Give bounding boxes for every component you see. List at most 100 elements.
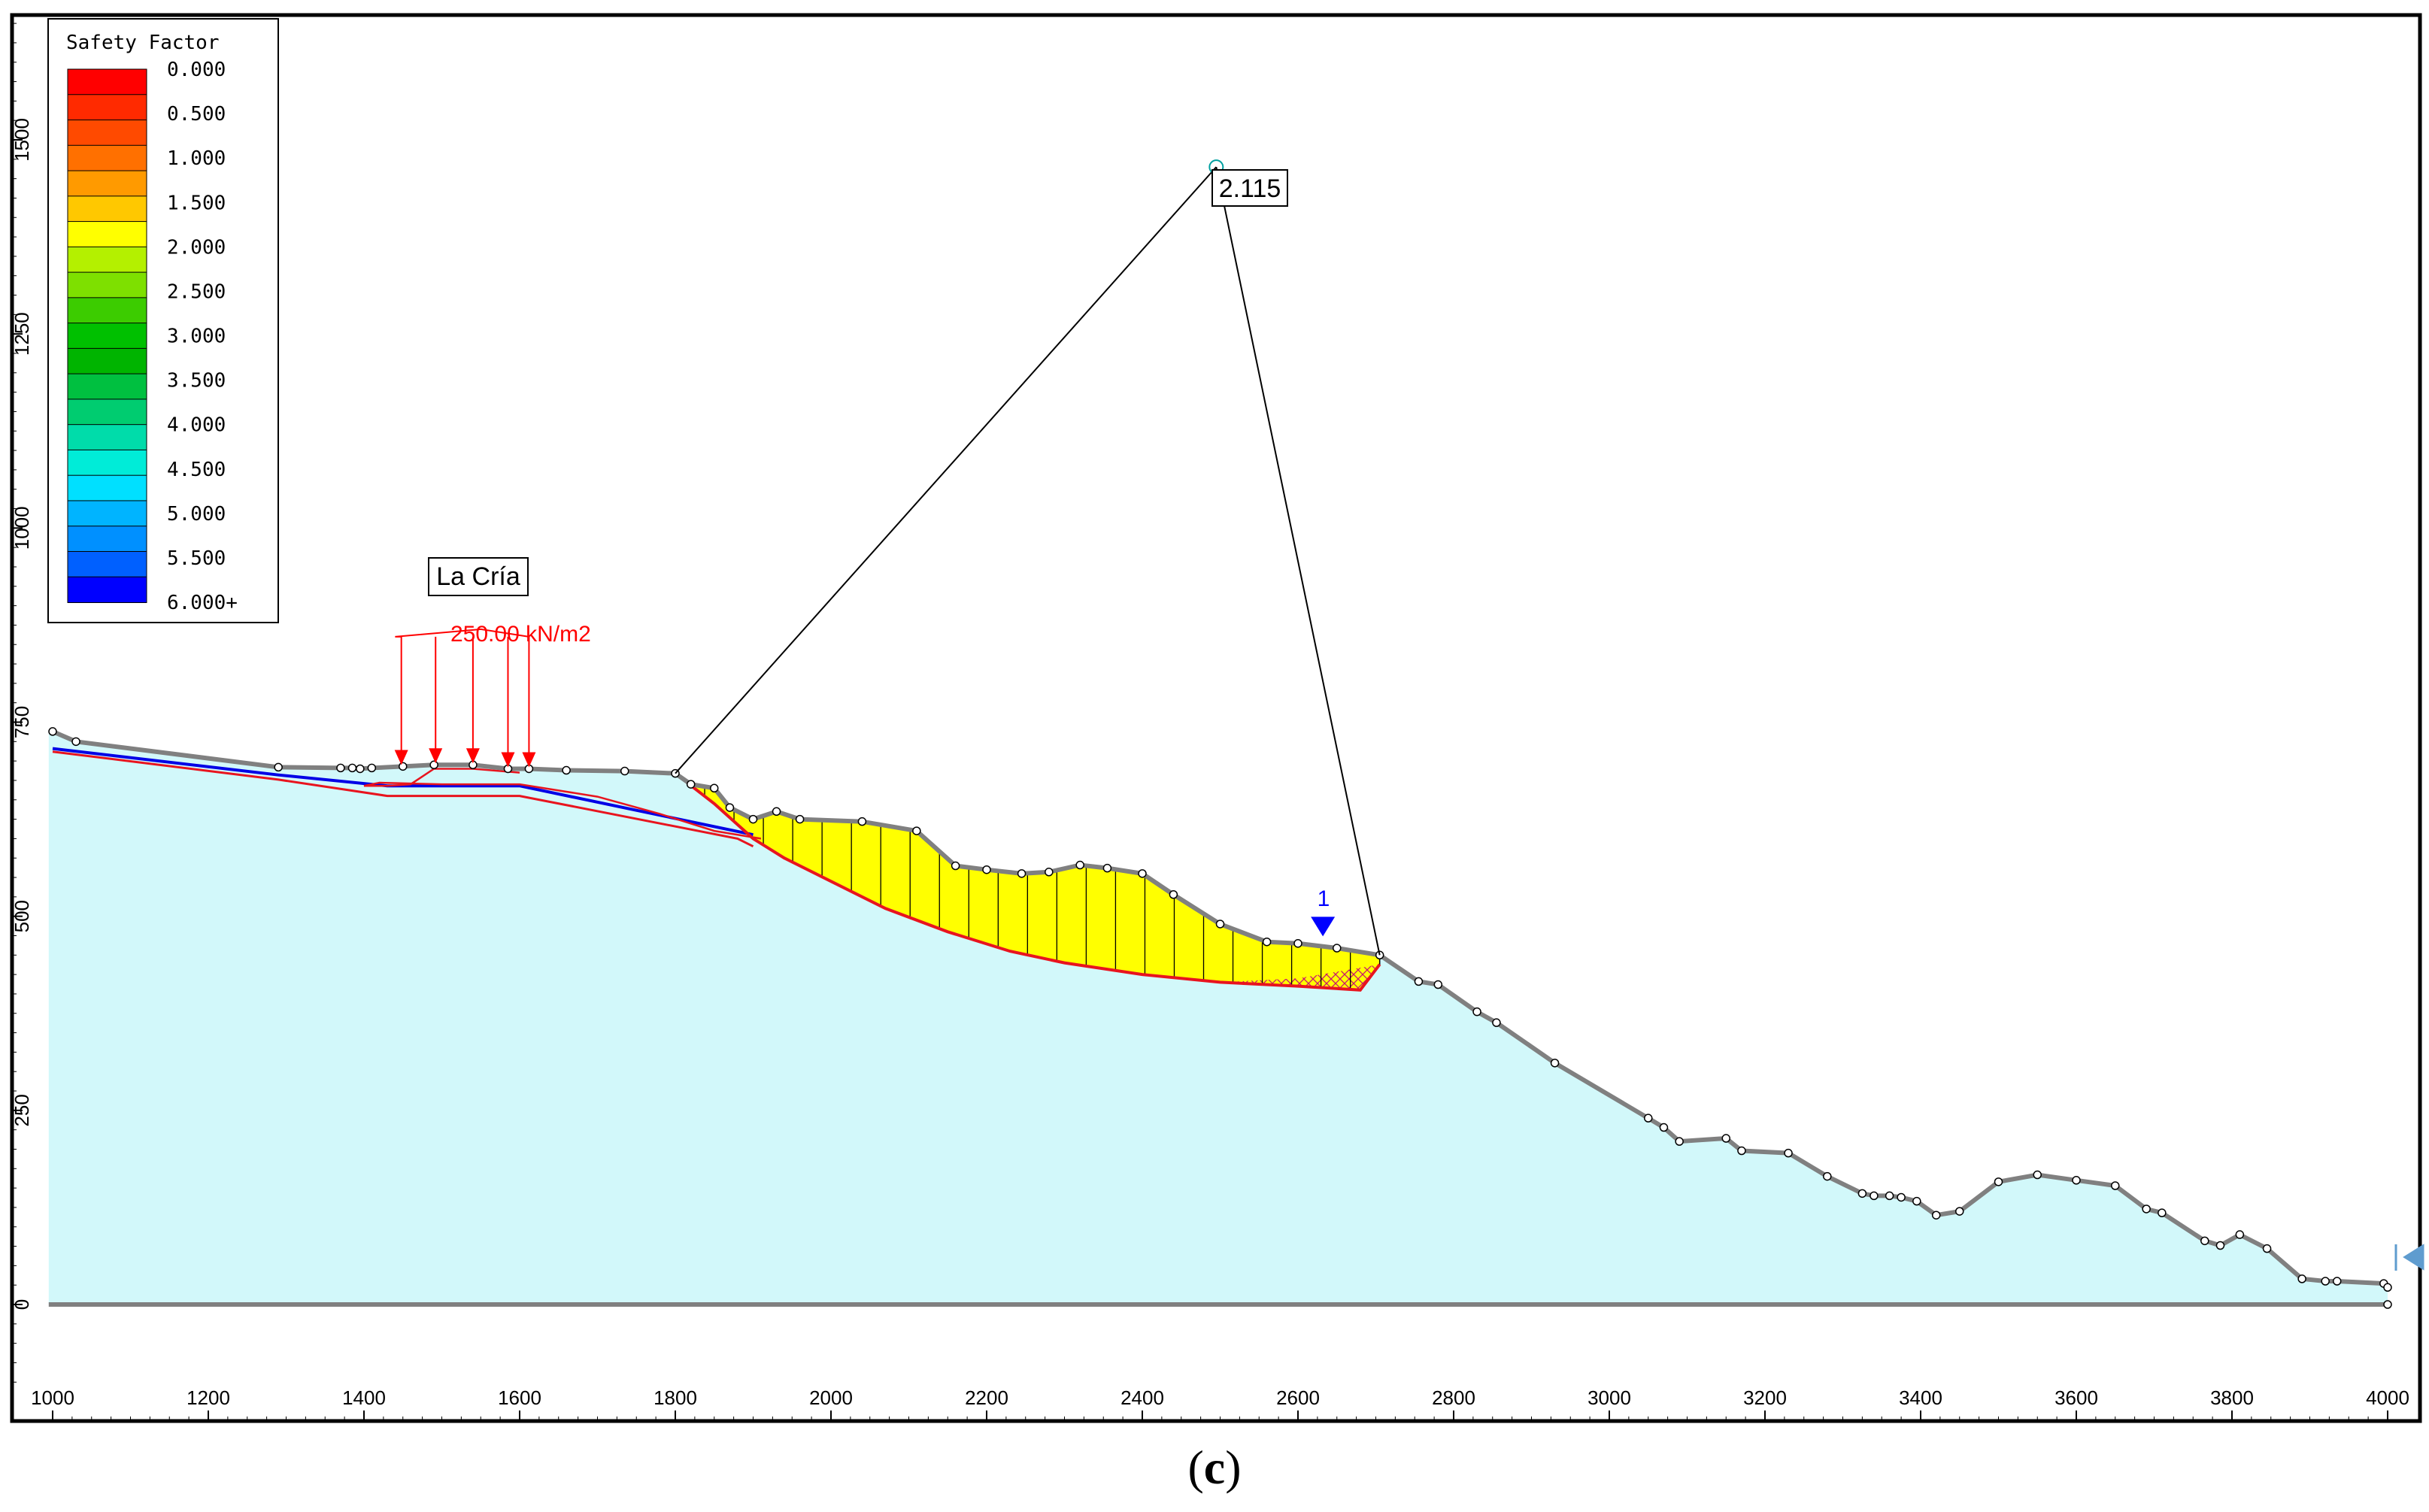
legend-band: [67, 398, 147, 426]
x-tick-label: 2600: [1276, 1386, 1320, 1409]
legend-band: [67, 550, 147, 578]
load-arrow: [501, 636, 515, 768]
slip-radius-line: [675, 166, 1218, 774]
x-tick-label: 3400: [1899, 1386, 1942, 1409]
vertex-point: [857, 817, 867, 826]
vertex-point: [2158, 1208, 2167, 1217]
vertex-point: [2215, 1241, 2225, 1250]
slip-radius-line: [1215, 166, 1381, 956]
legend-band: [67, 347, 147, 375]
legend-band: [67, 221, 147, 248]
vertex-point: [1885, 1191, 1894, 1201]
x-tick-label: 2400: [1120, 1386, 1164, 1409]
legend-entry-label: 4.000: [167, 414, 226, 437]
vertex-point: [1102, 863, 1112, 873]
site-name-label: La Cría: [436, 562, 520, 591]
vertex-point: [2383, 1300, 2392, 1309]
legend-entry-label: 2.000: [167, 236, 226, 259]
vertex-point: [2383, 1283, 2392, 1292]
legend-entry-label: 3.500: [167, 370, 226, 392]
vertex-point: [620, 766, 629, 776]
load-arrow: [429, 636, 443, 764]
legend-band: [67, 94, 147, 121]
legend-band: [67, 526, 147, 553]
vertex-point: [1994, 1177, 2003, 1186]
legend-band: [67, 120, 147, 147]
legend-entry-label: 3.000: [167, 326, 226, 348]
vertex-point: [795, 814, 805, 824]
ground-surface-line: [51, 729, 2390, 1289]
y-tick-label: 0: [11, 1299, 33, 1310]
legend-band: [67, 170, 147, 197]
vertex-point: [1912, 1196, 1921, 1206]
safety-factor-box: [1211, 169, 1288, 207]
vertex-point: [2321, 1277, 2330, 1286]
vertex-point: [2262, 1244, 2272, 1253]
vertex-point: [399, 762, 408, 771]
vertex-point: [2142, 1204, 2151, 1214]
x-tick-label: 1400: [342, 1386, 386, 1409]
vertex-point: [347, 763, 357, 773]
vertex-point: [1857, 1189, 1867, 1198]
vertex-point: [951, 861, 960, 871]
legend-entry-label: 5.500: [167, 547, 226, 570]
vertex-point: [1931, 1211, 1941, 1220]
x-tick-label: 2000: [809, 1386, 853, 1409]
legend-color-scale: [67, 68, 147, 604]
vertex-point: [2072, 1176, 2081, 1185]
vertex-point: [71, 737, 80, 747]
legend-entry-label: 2.500: [167, 280, 226, 303]
vertex-point: [1075, 860, 1084, 870]
vertex-point: [1823, 1171, 1832, 1181]
legend-band: [67, 246, 147, 274]
vertex-point: [772, 807, 781, 817]
vertex-point: [725, 803, 735, 812]
vertex-point: [1659, 1123, 1669, 1132]
legend-entry-label: 0.500: [167, 103, 226, 126]
x-tick-label: 1800: [653, 1386, 697, 1409]
vertex-point: [1675, 1137, 1684, 1146]
slope-stability-section: 1000 1200 1400 1600 1800 2000 2200 2400 2600 2800…: [10, 13, 2424, 1423]
legend-title: Safety Factor: [66, 32, 220, 54]
water-table-id: 1: [1318, 886, 1330, 911]
legend-band: [67, 297, 147, 324]
load-bracket: [395, 628, 529, 638]
critical-slip-surface: [674, 772, 1381, 992]
vertex-point: [367, 763, 377, 773]
vertex-point: [429, 760, 438, 770]
vertex-point: [1644, 1114, 1653, 1123]
x-tick-label: 1200: [186, 1386, 230, 1409]
vertex-point: [710, 783, 719, 793]
x-tick-label: 2800: [1432, 1386, 1475, 1409]
legend-band: [67, 474, 147, 501]
vertex-point: [1433, 980, 1443, 989]
legend-entry-label: 4.500: [167, 459, 226, 481]
legend-entry-label: 1.500: [167, 192, 226, 214]
vertex-point: [1169, 890, 1178, 899]
legend-band: [67, 373, 147, 400]
load-arrow: [394, 636, 408, 765]
vertex-point: [1870, 1191, 1879, 1201]
legend-band: [67, 576, 147, 604]
x-tick-label: 1000: [31, 1386, 74, 1409]
vertex-point: [1721, 1134, 1730, 1143]
legend-entry-label: 5.000: [167, 503, 226, 526]
vertex-point: [1414, 977, 1424, 986]
load-arrow-head: [501, 752, 515, 768]
vertex-point: [1215, 920, 1225, 929]
legend-band: [67, 449, 147, 477]
vertex-point: [48, 727, 57, 736]
vertex-point: [1492, 1018, 1501, 1027]
vertex-point: [2200, 1236, 2209, 1246]
vertex-point: [912, 826, 921, 835]
vertex-point: [1333, 944, 1342, 953]
vertex-point: [1045, 868, 1054, 877]
x-tick-label: 3000: [1587, 1386, 1631, 1409]
legend-band: [67, 144, 147, 172]
safety-factor-value: 2.115: [1219, 174, 1281, 203]
legend-band: [67, 271, 147, 298]
vertex-point: [748, 814, 758, 824]
legend-labels: 0.000 0.500 1.000 1.500 2.000 2.500 3.000 3.500…: [167, 59, 238, 614]
ground-mass: [48, 731, 2388, 1304]
vertex-point: [1784, 1148, 1793, 1158]
